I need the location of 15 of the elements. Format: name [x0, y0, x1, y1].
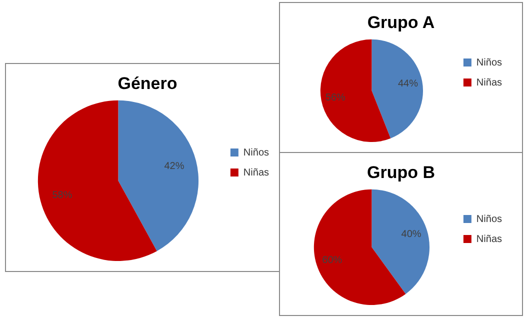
data-label: 60%	[322, 254, 342, 266]
chart-title: Género	[118, 74, 178, 93]
legend-label: Niños	[476, 214, 502, 225]
data-label: 42%	[164, 161, 184, 172]
data-label: 58%	[52, 190, 72, 201]
data-label: 40%	[401, 229, 422, 240]
legend-label: Niñas	[243, 167, 270, 178]
legend-label: Niños	[476, 57, 502, 68]
legend-label: Niñas	[476, 77, 502, 88]
chart-title: Grupo B	[367, 162, 435, 182]
legend-label: Niñas	[476, 234, 502, 245]
data-label: 56%	[325, 92, 346, 104]
legend-label: Niños	[243, 147, 270, 158]
chart-title: Grupo A	[367, 12, 435, 32]
data-label: 44%	[398, 78, 418, 90]
